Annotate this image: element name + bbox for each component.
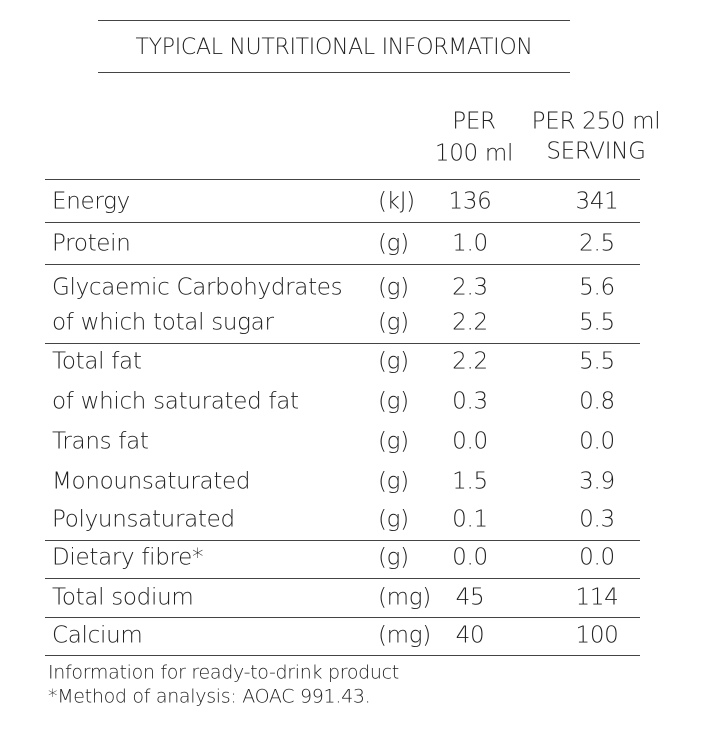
rule: [98, 72, 570, 73]
value-per-100ml: 2.2: [452, 348, 488, 375]
column-header: SERVING: [546, 138, 646, 165]
value-per-serving: 5.6: [579, 274, 615, 301]
row-label: of which total sugar: [52, 309, 274, 336]
unit: (g): [378, 468, 409, 495]
row-rule: [45, 617, 640, 618]
value-per-100ml: 45: [455, 584, 485, 611]
row-label: Total sodium: [52, 584, 194, 611]
row-label: Monounsaturated: [52, 468, 251, 495]
row-rule: [45, 179, 640, 180]
value-per-serving: 2.5: [579, 230, 615, 257]
unit: (g): [378, 274, 409, 301]
unit: (mg): [378, 622, 431, 649]
unit: (g): [378, 309, 409, 336]
value-per-100ml: 0.3: [452, 388, 488, 415]
row-rule: [45, 540, 640, 541]
value-per-serving: 0.8: [579, 388, 615, 415]
row-rule: [45, 655, 640, 656]
title: TYPICAL NUTRITIONAL INFORMATION: [135, 35, 533, 60]
value-per-serving: 0.3: [579, 506, 615, 533]
value-per-100ml: 1.0: [452, 230, 488, 257]
row-label: Dietary fibre*: [52, 544, 204, 571]
unit: (g): [378, 428, 409, 455]
unit: (g): [378, 348, 409, 375]
row-rule: [45, 578, 640, 579]
value-per-100ml: 1.5: [452, 468, 488, 495]
value-per-serving: 5.5: [579, 309, 615, 336]
footnote: *Method of analysis: AOAC 991.43.: [48, 685, 371, 708]
unit: (g): [378, 230, 409, 257]
row-label: Polyunsaturated: [52, 506, 235, 533]
value-per-serving: 3.9: [579, 468, 615, 495]
value-per-serving: 341: [575, 188, 619, 215]
unit: (kJ): [378, 188, 415, 215]
footnote: Information for ready-to-drink product: [48, 661, 399, 684]
rule: [98, 20, 570, 21]
column-header: 100 ml: [434, 140, 514, 167]
unit: (g): [378, 388, 409, 415]
column-header: PER 250 ml: [531, 108, 661, 135]
value-per-100ml: 0.0: [452, 428, 488, 455]
value-per-serving: 100: [575, 622, 619, 649]
unit: (g): [378, 506, 409, 533]
row-label: of which saturated fat: [52, 388, 299, 415]
row-rule: [45, 343, 640, 344]
row-label: Energy: [52, 188, 130, 215]
row-label: Glycaemic Carbohydrates: [52, 274, 343, 301]
value-per-100ml: 2.3: [452, 274, 488, 301]
row-rule: [45, 222, 640, 223]
row-label: Protein: [52, 230, 131, 257]
value-per-100ml: 136: [448, 188, 492, 215]
row-rule: [45, 264, 640, 265]
value-per-serving: 0.0: [579, 544, 615, 571]
value-per-serving: 5.5: [579, 348, 615, 375]
value-per-serving: 114: [575, 584, 619, 611]
unit: (g): [378, 544, 409, 571]
row-label: Trans fat: [52, 428, 149, 455]
value-per-100ml: 2.2: [452, 309, 488, 336]
value-per-100ml: 0.1: [452, 506, 488, 533]
value-per-100ml: 0.0: [452, 544, 488, 571]
row-label: Calcium: [52, 622, 143, 649]
unit: (mg): [378, 584, 431, 611]
column-header: PER: [452, 108, 496, 135]
value-per-serving: 0.0: [579, 428, 615, 455]
row-label: Total fat: [52, 348, 142, 375]
value-per-100ml: 40: [455, 622, 485, 649]
